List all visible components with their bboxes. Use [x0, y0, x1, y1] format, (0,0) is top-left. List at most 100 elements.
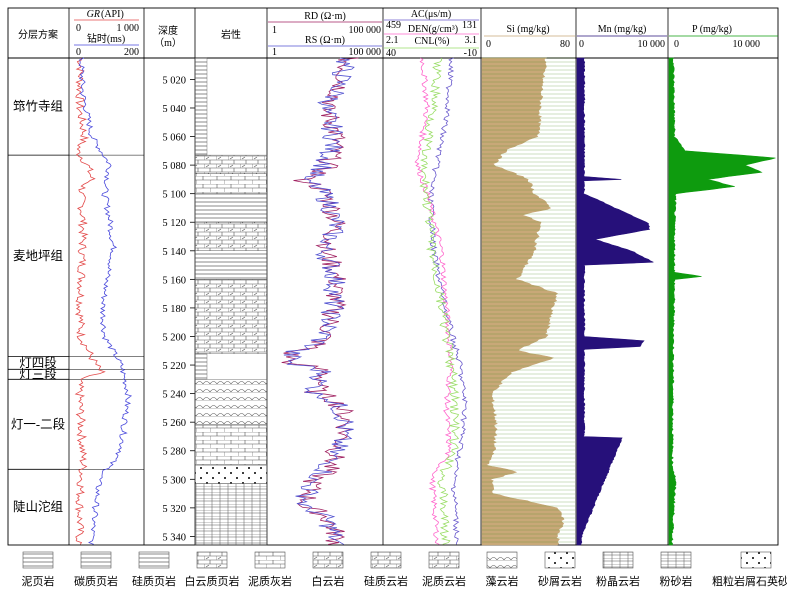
legend-label: 粉砂岩 — [660, 574, 693, 588]
legend-label: 粗粒岩屑石英砂岩 — [712, 574, 787, 588]
p-header-name: P (mg/kg) — [692, 24, 732, 35]
si-header-name: Si (mg/kg) — [506, 24, 549, 35]
curve-rs — [283, 57, 355, 545]
formation-label: 灯三段 — [19, 366, 57, 381]
ac-header-max: 131 — [462, 20, 477, 31]
legend-label: 泥质云岩 — [422, 574, 466, 588]
formation-label: 灯一-二段 — [11, 416, 65, 431]
gr-header-unit: (API) — [101, 9, 124, 20]
legend-swatch — [428, 551, 460, 569]
curve-cnl — [419, 57, 461, 545]
mn-header-min: 0 — [579, 39, 584, 50]
formation-label: 灯四段 — [19, 355, 57, 370]
depth-tick-label: 5 100 — [162, 190, 186, 201]
legend-swatch — [312, 551, 344, 569]
lithology-band — [194, 379, 268, 426]
header-depth: 深度 （m） — [154, 24, 182, 49]
header-rd-rs: RD (Ω·m) 1 100 000 RS (Ω·m) 1 100 000 — [268, 11, 382, 58]
header-mn: Mn (mg/kg) 0 10 000 — [577, 24, 667, 50]
ac-header-min: 459 — [386, 20, 401, 31]
formation-label: 筇竹寺组 — [13, 99, 63, 114]
depth-tick-label: 5 160 — [162, 275, 186, 286]
curve-gr — [74, 57, 106, 545]
den-header-min: 2.1 — [386, 35, 399, 46]
rd-header-max: 100 000 — [349, 25, 382, 36]
legend-swatch — [740, 551, 772, 569]
rop-header-label: 钻时(ms) — [87, 32, 125, 45]
rs-header-max: 100 000 — [349, 47, 382, 58]
legend-swatch — [22, 551, 54, 569]
p-header-max: 10 000 — [733, 39, 761, 50]
si-header-max: 80 — [560, 39, 570, 50]
ac-header-name: AC(μs/m) — [411, 9, 451, 20]
rop-header-max: 200 — [124, 47, 139, 58]
curve-ac — [427, 57, 468, 545]
lithology-band — [194, 154, 268, 174]
depth-tick-label: 5 120 — [162, 218, 186, 229]
depth-tick-label: 5 040 — [162, 104, 186, 115]
strat-header-label: 分层方案 — [18, 28, 58, 41]
rd-header-name: RD (Ω·m) — [304, 11, 346, 22]
depth-tick-label: 5 080 — [162, 161, 186, 172]
lithology-band — [194, 250, 268, 280]
lithology-band — [194, 222, 268, 252]
den-header-max: 3.1 — [465, 35, 478, 46]
rs-header-min: 1 — [272, 47, 277, 58]
legend-label: 碳质页岩 — [74, 574, 118, 588]
legend-swatch — [254, 551, 286, 569]
depth-tick-label: 5 140 — [162, 247, 186, 258]
header-ac-den-cnl: AC(μs/m) 459 131 DEN(g/cm³) 2.1 3.1 CNL(… — [384, 9, 479, 59]
curve-den — [414, 57, 454, 545]
log-curves — [74, 57, 776, 546]
lithology-band — [194, 464, 268, 484]
depth-tick-label: 5 320 — [162, 504, 186, 515]
header-p: P (mg/kg) 0 10 000 — [669, 24, 778, 50]
legend-swatch — [544, 551, 576, 569]
curve-rop — [78, 57, 133, 545]
cnl-header-max: -10 — [464, 48, 477, 59]
lithology-band — [194, 424, 268, 466]
gr-header-min: 0 — [76, 23, 81, 34]
depth-tick-label: 5 300 — [162, 475, 186, 486]
legend-label: 硅质云岩 — [364, 574, 408, 588]
si-header-min: 0 — [486, 39, 491, 50]
lithology-band — [194, 193, 268, 223]
legend-swatch — [370, 551, 402, 569]
rd-header-min: 1 — [272, 25, 277, 36]
header-si: Si (mg/kg) 0 80 — [484, 24, 575, 50]
depth-axis: 5 020 5 040 5 060 5 080 5 100 5 120 5 140 5 160… — [162, 75, 195, 543]
mn-header-max: 10 000 — [638, 39, 666, 50]
legend-swatch — [486, 551, 518, 569]
gr-header-name: GR — [87, 9, 100, 20]
chart-frame — [7, 7, 779, 546]
litho-header-label: 岩性 — [221, 28, 241, 41]
lithology-band — [194, 353, 208, 380]
cnl-header-min: 40 — [386, 48, 396, 59]
depth-tick-label: 5 220 — [162, 361, 186, 372]
legend-label: 白云岩 — [312, 574, 345, 588]
p-header-min: 0 — [674, 39, 679, 50]
depth-tick-label: 5 060 — [162, 133, 186, 144]
depth-tick-label: 5 180 — [162, 304, 186, 315]
depth-header-unit: （m） — [154, 37, 182, 49]
header-strat: 分层方案 — [18, 28, 58, 41]
depth-tick-label: 5 200 — [162, 332, 186, 343]
rop-header-min: 0 — [76, 47, 81, 58]
lithology-column — [194, 57, 268, 546]
lithology-band — [194, 173, 268, 194]
legend-swatch — [138, 551, 170, 569]
header-gr: GR (API) 0 1 000 钻时(ms) 0 200 — [74, 9, 139, 58]
legend-label: 藻云岩 — [486, 574, 519, 588]
legend-swatch — [602, 551, 634, 569]
depth-tick-label: 5 260 — [162, 418, 186, 429]
legend-label: 泥页岩 — [22, 574, 55, 588]
lithology-legend: 泥页岩 碳质页岩 硅质页岩 白云质页岩 泥质灰岩 白云岩 硅质云岩 泥质云岩 藻云岩 砂屑云岩 粉晶… — [22, 551, 787, 588]
legend-label: 白云质页岩 — [185, 574, 240, 588]
formation-label: 麦地坪组 — [13, 249, 63, 263]
legend-label: 泥质灰岩 — [248, 574, 292, 588]
formation-label: 陡山沱组 — [13, 499, 63, 514]
header-litho: 岩性 — [221, 28, 241, 41]
depth-header-label: 深度 — [158, 24, 178, 37]
